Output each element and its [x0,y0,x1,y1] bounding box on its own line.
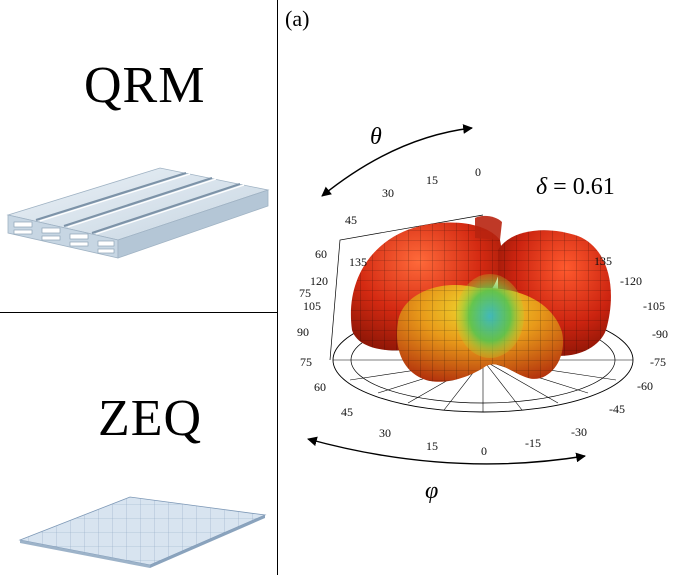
angle-tick-label: -120 [620,274,642,288]
angle-tick-label: 15 [426,439,438,453]
theta-label: θ [370,124,382,150]
qrm-structure-illustration [6,167,270,259]
inner-angle-tick-label: 120 [310,274,328,288]
angle-tick-label: 90 [297,325,309,339]
angle-tick-label: -90 [652,327,668,341]
delta-symbol: δ [536,174,548,200]
left-panel: QRM ZEQ [0,0,278,575]
angle-tick-label: -105 [643,299,665,313]
zeq-label: ZEQ [98,390,203,447]
panel-tag: (a) [285,6,310,31]
angle-tick-label: -60 [637,379,653,393]
vertical-divider [277,0,278,575]
phi-arrow [307,436,586,465]
zeq-structure-illustration [18,496,267,568]
angle-tick-label: -75 [650,355,666,369]
theta-arrow [321,124,473,197]
angle-tick-label: 30 [382,186,394,200]
inner-angle-tick-label: 135 [594,254,612,268]
delta-annotation: δ = 0.61 [536,174,615,201]
horizontal-divider [0,312,278,313]
angle-tick-label: 75 [299,286,311,300]
inner-angle-tick-labels: 105 120 135 135 [303,254,612,313]
angle-tick-label: 45 [341,405,353,419]
angle-tick-label: 75 [300,355,312,369]
delta-value: 0.61 [572,174,615,200]
angle-tick-label: 45 [345,213,357,227]
angle-tick-label: 60 [314,380,326,394]
angle-tick-label: -30 [571,425,587,439]
inner-angle-tick-label: 135 [349,255,367,269]
qrm-label: QRM [84,57,206,114]
angle-tick-label: 60 [315,247,327,261]
angle-tick-label: 30 [379,426,391,440]
phi-label: φ [425,478,439,504]
inner-angle-tick-label: 105 [303,299,321,313]
angle-tick-label: 0 [475,165,481,179]
angle-tick-label: 15 [426,173,438,187]
angle-tick-label: -45 [609,402,625,416]
delta-equals: = [547,174,573,200]
angle-tick-label: 0 [481,444,487,458]
angle-tick-label: -15 [525,436,541,450]
radiation-pattern-3d [350,215,611,382]
